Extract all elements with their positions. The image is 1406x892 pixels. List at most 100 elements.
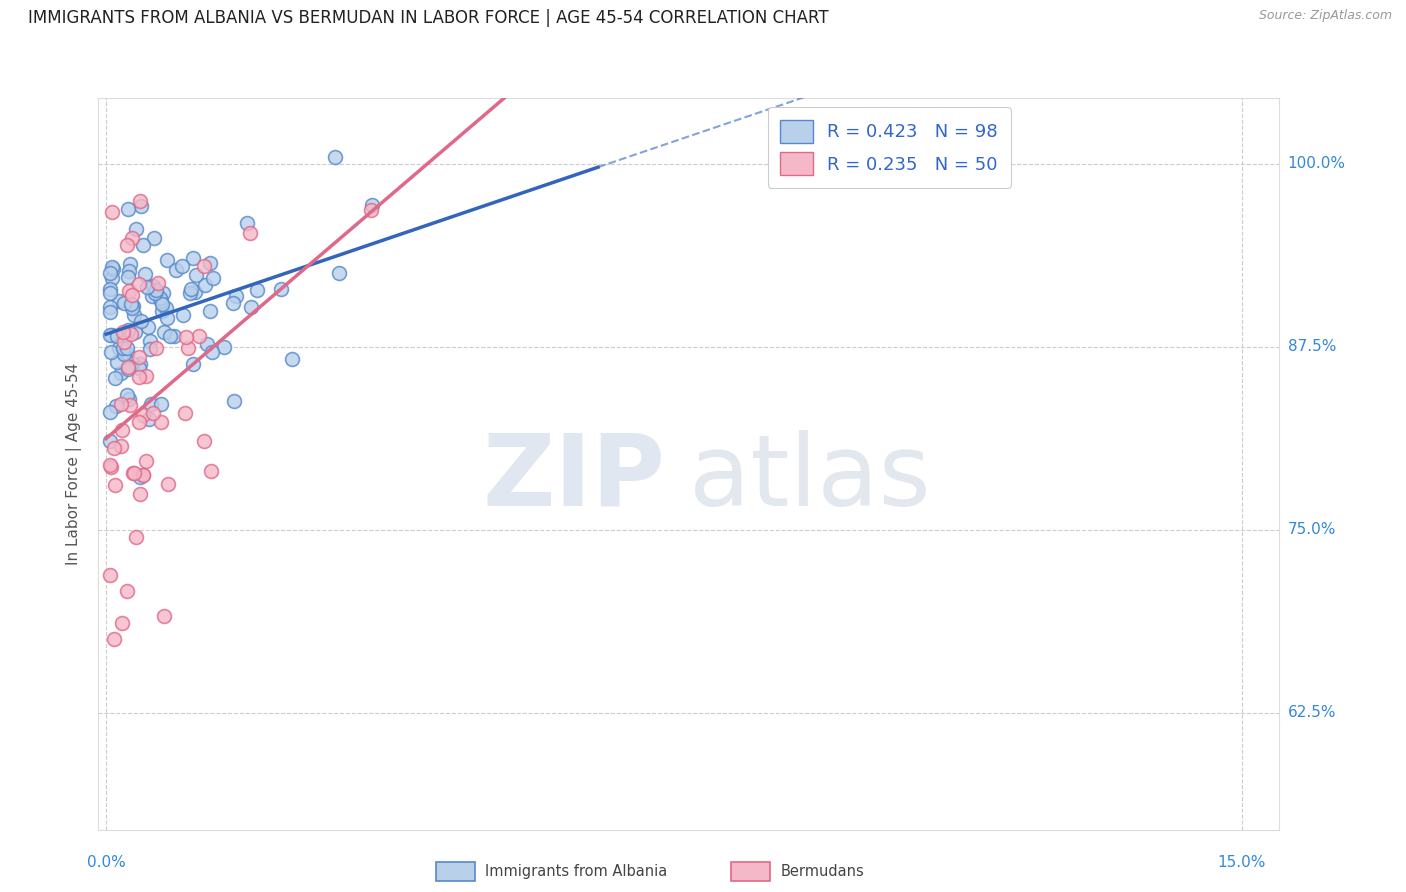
Point (118, 392, 141, 406)
Point (103, 262, 125, 277)
Point (111, 615, 134, 630)
Point (124, 325, 146, 339)
Point (98, 282, 121, 296)
Point (128, 415, 150, 429)
Point (149, 415, 172, 429)
Point (155, 301, 177, 315)
Point (193, 434, 215, 448)
Point (156, 252, 179, 267)
Point (121, 301, 143, 315)
Point (148, 276, 170, 290)
Point (225, 289, 247, 303)
Point (98, 434, 121, 449)
Point (131, 198, 153, 212)
Point (172, 308, 194, 322)
Point (328, 266, 350, 280)
Point (98, 286, 121, 301)
Point (174, 330, 197, 344)
Point (121, 356, 143, 370)
Point (110, 439, 132, 453)
Point (120, 297, 142, 311)
Point (153, 609, 176, 624)
Point (201, 270, 224, 285)
Point (128, 370, 150, 384)
Point (145, 283, 167, 297)
Point (103, 441, 125, 455)
Point (117, 361, 139, 376)
Point (239, 300, 262, 314)
Point (138, 412, 160, 426)
Point (98, 301, 121, 315)
Point (246, 283, 269, 297)
Point (125, 222, 148, 236)
Text: 15.0%: 15.0% (1218, 855, 1265, 870)
Point (165, 262, 187, 277)
Point (112, 347, 135, 361)
Point (132, 408, 155, 422)
Point (143, 230, 166, 244)
Point (181, 357, 204, 371)
Point (150, 294, 173, 309)
Point (179, 285, 201, 300)
Point (128, 194, 150, 208)
Point (110, 424, 132, 438)
Text: Source: ZipAtlas.com: Source: ZipAtlas.com (1258, 9, 1392, 22)
Text: 62.5%: 62.5% (1288, 705, 1336, 720)
Text: 0.0%: 0.0% (87, 855, 125, 870)
Point (152, 286, 174, 301)
Point (224, 394, 246, 409)
Point (121, 299, 143, 313)
Point (184, 268, 207, 282)
Point (98, 305, 121, 319)
Text: 100.0%: 100.0% (1288, 156, 1346, 171)
Point (170, 259, 193, 273)
Point (112, 296, 135, 310)
Point (122, 466, 145, 480)
Point (153, 326, 176, 340)
Point (194, 277, 217, 292)
Point (157, 477, 180, 491)
Point (118, 398, 141, 412)
Point (129, 314, 152, 328)
Point (156, 311, 179, 326)
Point (145, 285, 167, 300)
Point (159, 329, 181, 343)
Point (163, 329, 186, 343)
Point (115, 584, 138, 599)
Point (101, 260, 124, 274)
Point (129, 470, 152, 484)
Point (100, 345, 122, 359)
Point (128, 487, 150, 501)
Point (180, 282, 202, 296)
Point (98, 568, 121, 582)
Point (132, 468, 155, 483)
Point (100, 270, 122, 285)
Point (236, 216, 259, 230)
Point (117, 387, 139, 401)
Y-axis label: In Labor Force | Age 45-54: In Labor Force | Age 45-54 (66, 363, 83, 565)
Point (200, 303, 222, 318)
Point (103, 632, 125, 647)
Point (138, 342, 160, 356)
Point (145, 341, 167, 355)
Point (222, 295, 245, 310)
Point (118, 284, 141, 298)
Text: Immigrants from Albania: Immigrants from Albania (485, 864, 668, 879)
Point (181, 251, 204, 265)
Point (120, 326, 142, 341)
Point (98, 458, 121, 473)
Point (128, 277, 150, 291)
Point (150, 397, 173, 411)
Point (197, 337, 219, 351)
Point (111, 341, 134, 355)
Point (201, 345, 224, 359)
Point (121, 231, 143, 245)
Point (280, 351, 302, 366)
Point (110, 397, 132, 411)
Point (142, 278, 165, 293)
Point (98, 405, 121, 419)
Point (129, 357, 152, 371)
Point (200, 464, 222, 478)
Point (149, 291, 172, 305)
Point (98, 266, 121, 280)
